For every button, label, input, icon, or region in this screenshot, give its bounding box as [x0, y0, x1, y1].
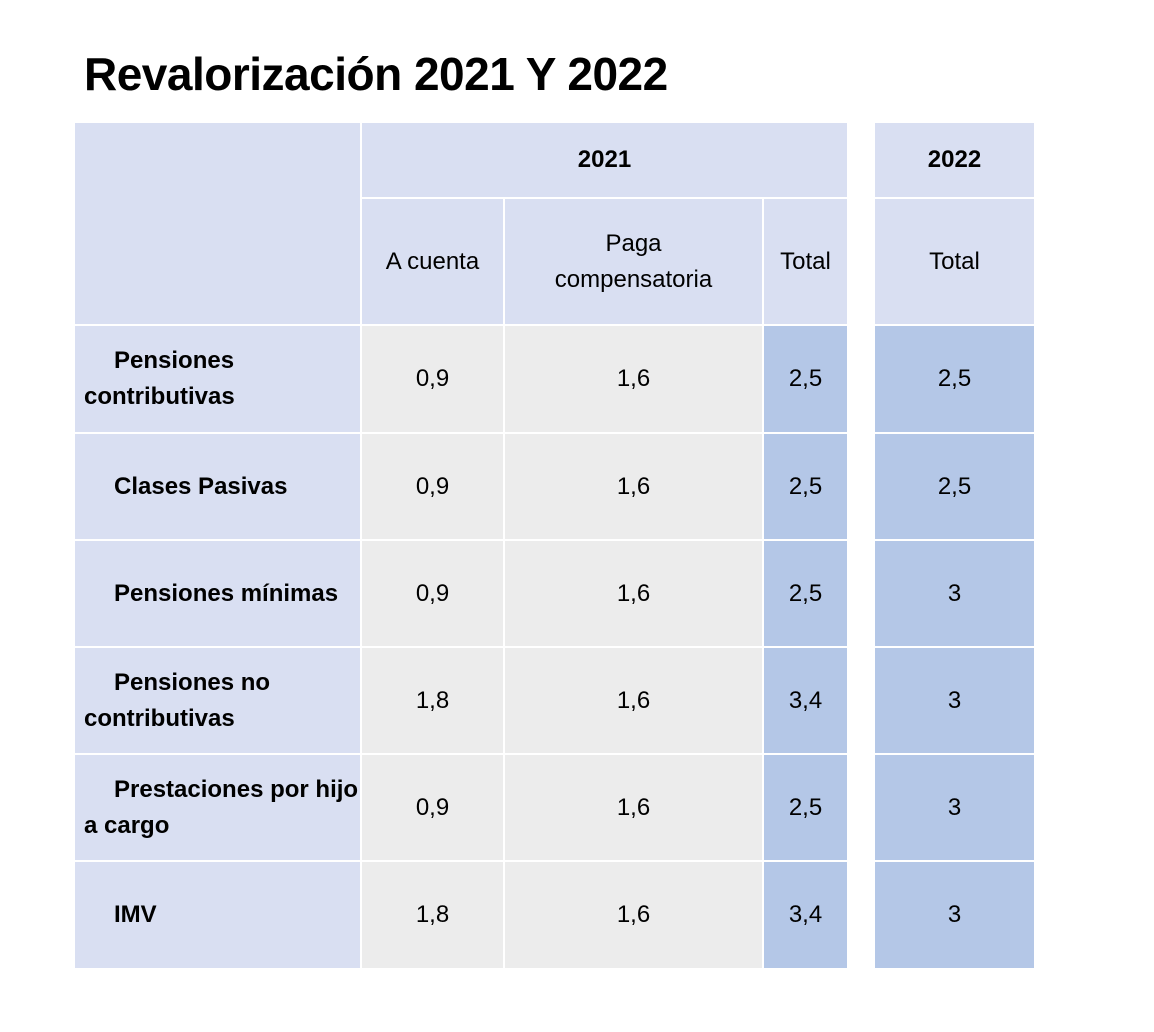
cell-total-2022: 3	[875, 541, 1034, 646]
cell-total-2021: 3,4	[764, 648, 847, 753]
cell-total-2021: 2,5	[764, 326, 847, 432]
cell-paga-compensatoria: 1,6	[505, 541, 762, 646]
cell-a-cuenta: 1,8	[362, 862, 503, 968]
cell-total-2022: 3	[875, 648, 1034, 753]
cell-a-cuenta: 0,9	[362, 755, 503, 860]
header-total-2022: Total	[875, 199, 1034, 324]
cell-a-cuenta: 1,8	[362, 648, 503, 753]
header-paga-compensatoria: Paga compensatoria	[505, 199, 762, 324]
row-label-clases-pasivas: Clases Pasivas	[75, 434, 360, 539]
header-corner-cell	[75, 123, 360, 324]
header-group-2022: 2022	[875, 123, 1034, 197]
row-label-pensiones-no-contributivas: Pensiones no contributivas	[75, 648, 360, 753]
row-label-pensiones-contributivas: Pensiones contributivas	[75, 326, 360, 432]
cell-total-2022: 3	[875, 862, 1034, 968]
header-a-cuenta: A cuenta	[362, 199, 503, 324]
cell-total-2022: 2,5	[875, 326, 1034, 432]
cell-total-2021: 2,5	[764, 434, 847, 539]
header-group-2021: 2021	[362, 123, 847, 197]
cell-a-cuenta: 0,9	[362, 326, 503, 432]
page-title: Revalorización 2021 Y 2022	[84, 48, 668, 100]
cell-a-cuenta: 0,9	[362, 434, 503, 539]
cell-a-cuenta: 0,9	[362, 541, 503, 646]
cell-total-2021: 2,5	[764, 755, 847, 860]
header-total-2021: Total	[764, 199, 847, 324]
row-label-prestaciones-por-hijo-a-cargo: Prestaciones por hijo a cargo	[75, 755, 360, 860]
cell-paga-compensatoria: 1,6	[505, 326, 762, 432]
cell-total-2022: 3	[875, 755, 1034, 860]
cell-total-2021: 2,5	[764, 541, 847, 646]
cell-paga-compensatoria: 1,6	[505, 862, 762, 968]
cell-total-2022: 2,5	[875, 434, 1034, 539]
cell-paga-compensatoria: 1,6	[505, 434, 762, 539]
cell-paga-compensatoria: 1,6	[505, 648, 762, 753]
cell-total-2021: 3,4	[764, 862, 847, 968]
cell-paga-compensatoria: 1,6	[505, 755, 762, 860]
row-label-pensiones-minimas: Pensiones mínimas	[75, 541, 360, 646]
row-label-imv: IMV	[75, 862, 360, 968]
